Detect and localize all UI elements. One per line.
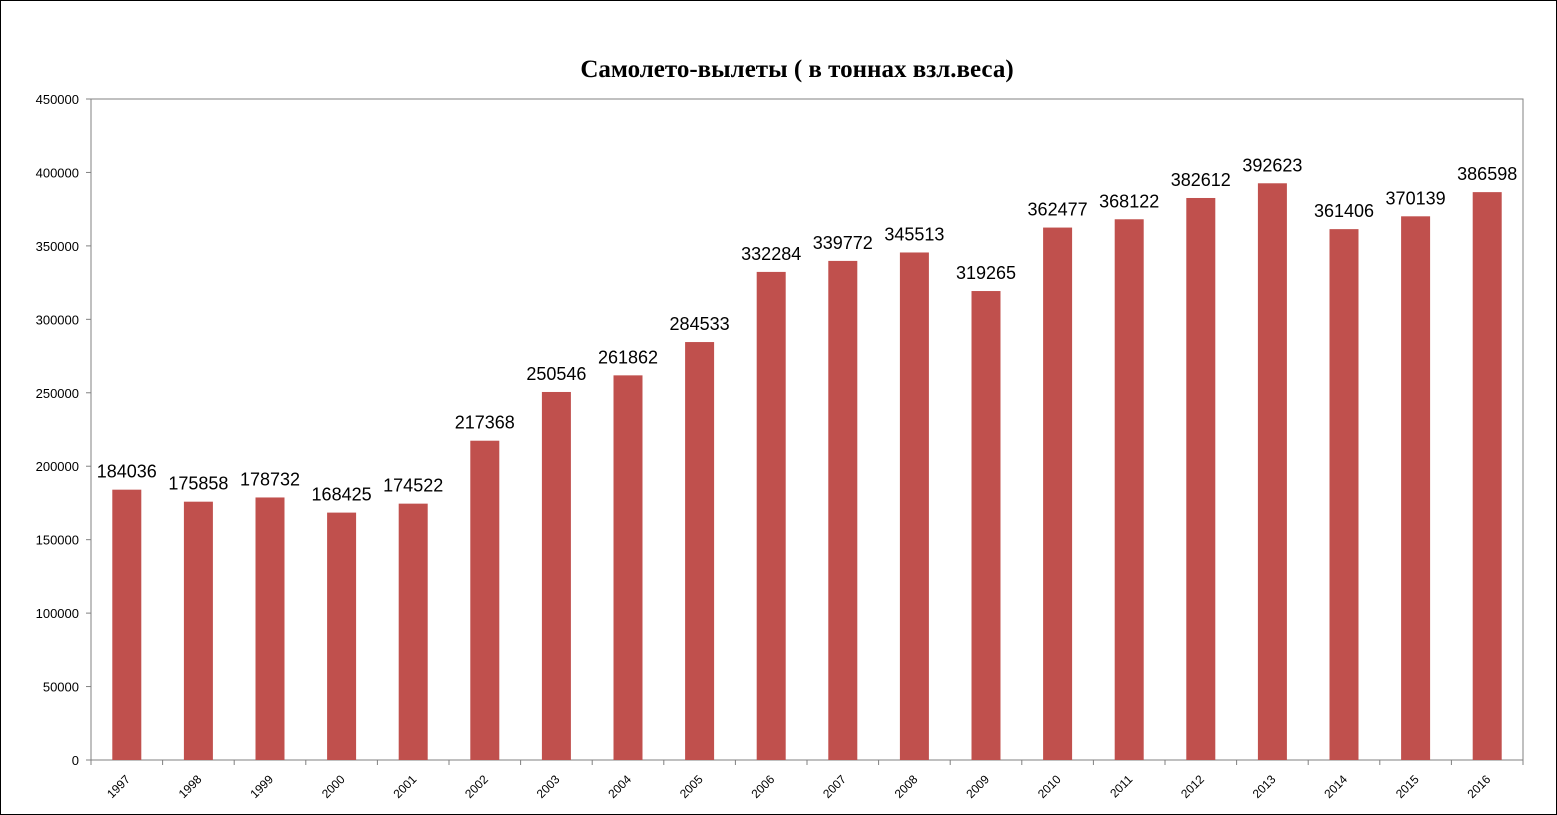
data-label-2011: 368122 <box>1099 191 1159 211</box>
data-label-2001: 174522 <box>383 476 443 496</box>
x-tick-label-2014: 2014 <box>1321 772 1350 801</box>
x-tick-label-1998: 1998 <box>176 772 205 801</box>
y-tick-label: 0 <box>72 753 79 768</box>
x-tick-label-2010: 2010 <box>1035 772 1064 801</box>
x-tick-label-2000: 2000 <box>319 772 348 801</box>
x-tick-label-2009: 2009 <box>963 772 992 801</box>
bar-1999 <box>255 497 285 760</box>
bar-2004 <box>613 375 643 760</box>
x-tick-label-2016: 2016 <box>1465 772 1494 801</box>
data-labels: 184036 175858 178732 168425 174522 217368 2505… <box>97 155 1517 504</box>
x-tick-label-2007: 2007 <box>820 772 849 801</box>
bar-2010 <box>1043 227 1073 760</box>
data-label-2016: 386598 <box>1457 164 1517 184</box>
bar-2006 <box>756 271 786 760</box>
bar-1997 <box>112 489 142 760</box>
y-tick-label: 450000 <box>36 92 79 107</box>
bar-2016 <box>1472 192 1502 760</box>
x-tick-label-2012: 2012 <box>1178 772 1207 801</box>
data-label-2000: 168425 <box>312 485 372 505</box>
bar-2012 <box>1186 197 1216 761</box>
data-label-2007: 339772 <box>813 233 873 253</box>
bar-2013 <box>1257 183 1287 760</box>
x-tick-label-2013: 2013 <box>1250 772 1279 801</box>
y-axis: 0 50000 100000 150000 200000 250000 300000 3500… <box>36 92 91 768</box>
data-label-2012: 382612 <box>1171 170 1231 190</box>
data-label-2005: 284533 <box>670 314 730 334</box>
x-tick-label-2002: 2002 <box>462 772 491 801</box>
bars <box>112 183 1502 761</box>
x-tick-label-2001: 2001 <box>391 772 420 801</box>
data-label-2009: 319265 <box>956 263 1016 283</box>
bar-2014 <box>1329 229 1359 760</box>
x-tick-label-1997: 1997 <box>104 772 133 801</box>
y-tick-label: 150000 <box>36 533 79 548</box>
y-tick-label: 250000 <box>36 386 79 401</box>
x-tick-label-2011: 2011 <box>1107 772 1135 800</box>
bar-2011 <box>1114 219 1144 761</box>
x-tick-label-2005: 2005 <box>677 772 706 801</box>
y-tick-label: 350000 <box>36 239 79 254</box>
bar-2001 <box>398 503 428 760</box>
y-tick-label: 100000 <box>36 606 79 621</box>
data-label-2008: 345513 <box>884 224 944 244</box>
data-label-2006: 332284 <box>741 244 801 264</box>
bar-2008 <box>899 252 929 760</box>
y-tick-label: 400000 <box>36 165 79 180</box>
data-label-1998: 175858 <box>168 474 228 494</box>
bar-2007 <box>828 260 858 760</box>
bar-2000 <box>327 512 357 760</box>
bar-2009 <box>971 291 1001 760</box>
data-label-2015: 370139 <box>1386 188 1446 208</box>
x-tick-label-1999: 1999 <box>247 772 276 801</box>
plot-area <box>90 98 1524 761</box>
y-tick-label: 300000 <box>36 312 79 327</box>
chart-title: Самолето-вылеты ( в тоннах взл.веса) <box>580 56 1013 83</box>
y-tick-label: 50000 <box>43 680 79 695</box>
x-axis: 1997 1998 1999 2000 2001 2002 2003 2004 2005 2006… <box>90 760 1524 801</box>
data-label-2003: 250546 <box>526 364 586 384</box>
x-tick-label-2015: 2015 <box>1393 772 1422 801</box>
x-tick-label-2006: 2006 <box>749 772 778 801</box>
data-label-2004: 261862 <box>598 347 658 367</box>
bar-1998 <box>183 501 213 760</box>
data-label-2010: 362477 <box>1028 200 1088 220</box>
bar-2005 <box>685 342 715 760</box>
data-label-2013: 392623 <box>1242 155 1302 175</box>
y-tick-label: 200000 <box>36 459 79 474</box>
x-tick-label-2003: 2003 <box>534 772 563 801</box>
x-tick-label-2004: 2004 <box>605 772 634 801</box>
data-label-2002: 217368 <box>455 413 515 433</box>
bar-2002 <box>470 440 500 760</box>
bar-2003 <box>541 391 571 760</box>
data-label-1999: 178732 <box>240 469 300 489</box>
bar-2015 <box>1401 216 1431 760</box>
x-tick-label-2008: 2008 <box>892 772 921 801</box>
data-label-2014: 361406 <box>1314 201 1374 221</box>
data-label-1997: 184036 <box>97 462 157 482</box>
